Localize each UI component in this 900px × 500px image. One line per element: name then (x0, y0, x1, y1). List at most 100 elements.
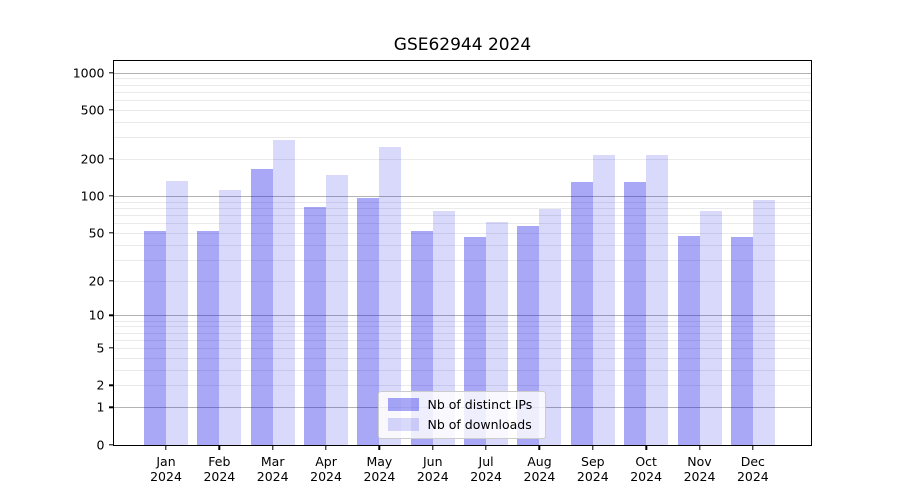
x-tick-label-nov: Nov 2024 (683, 453, 716, 485)
bar-distinct-ips-jan (144, 230, 166, 445)
y-tick-mark (108, 232, 113, 234)
legend-entry-downloads: Nb of downloads (387, 416, 536, 432)
gridline-minor (113, 369, 811, 371)
y-tick-label: 0 (96, 437, 105, 452)
y-tick-label: 5 (96, 340, 105, 356)
chart-title: GSE62944 2024 (393, 35, 532, 55)
gridline-minor (113, 158, 811, 160)
x-tick-mark (485, 445, 487, 450)
gridline-major (113, 315, 811, 317)
bar-downloads-feb (219, 190, 242, 445)
gridline-minor (113, 385, 811, 387)
gridline-minor (113, 280, 811, 282)
y-tick-label: 500 (80, 102, 105, 118)
legend: Nb of distinct IPs Nb of downloads (377, 390, 546, 439)
x-tick-label-aug: Aug 2024 (523, 453, 556, 485)
x-tick-label-may: May 2024 (363, 453, 396, 485)
gridline-major (113, 196, 811, 197)
gridline-minor (113, 207, 811, 209)
bar-downloads-mar (272, 139, 295, 445)
legend-swatch-distinct-ips (387, 397, 419, 411)
y-tick-mark (108, 314, 113, 317)
gridline-minor (113, 326, 811, 328)
y-tick-mark (108, 279, 113, 282)
gridline-minor (113, 357, 811, 359)
y-tick-mark (108, 71, 113, 74)
bar-distinct-ips-oct (624, 182, 647, 445)
legend-entry-distinct-ips: Nb of distinct IPs (387, 396, 536, 412)
bar-distinct-ips-aug (517, 225, 540, 445)
x-tick-mark (432, 445, 434, 450)
gridline-minor (113, 244, 811, 246)
bar-distinct-ips-dec (730, 237, 753, 445)
x-tick-mark (378, 445, 381, 450)
y-tick-label: 10 (88, 307, 105, 323)
bar-downloads-dec (752, 199, 775, 445)
legend-label-distinct-ips: Nb of distinct IPs (427, 396, 533, 412)
gridline-minor (113, 78, 811, 80)
x-tick-mark (271, 445, 274, 450)
bar-distinct-ips-may (357, 197, 380, 445)
gridline-minor (113, 84, 811, 86)
bar-downloads-sep (592, 155, 615, 445)
gridline-minor (113, 214, 811, 216)
x-tick-label-apr: Apr 2024 (310, 453, 342, 485)
y-tick-label: 1000 (72, 65, 105, 80)
x-tick-label-jan: Jan 2024 (150, 453, 182, 485)
gridline-minor (113, 109, 811, 111)
y-tick-mark (108, 384, 113, 387)
y-tick-mark (108, 443, 113, 446)
x-tick-label-dec: Dec 2024 (736, 453, 769, 485)
x-tick-label-feb: Feb 2024 (203, 453, 236, 485)
bar-distinct-ips-nov (677, 236, 700, 445)
y-tick-label: 50 (88, 225, 105, 241)
bar-distinct-ips-sep (570, 182, 593, 445)
x-tick-mark (752, 445, 754, 450)
x-tick-mark (218, 445, 221, 450)
gridline-minor (113, 137, 811, 139)
gridline-minor (113, 99, 811, 101)
bar-downloads-nov (699, 211, 722, 445)
x-tick-mark (538, 445, 541, 450)
gridline-major (113, 72, 811, 74)
gridline-minor (113, 232, 811, 234)
y-tick-mark (108, 406, 113, 408)
bar-distinct-ips-feb (197, 230, 220, 445)
x-tick-mark (165, 445, 167, 450)
legend-swatch-downloads (387, 417, 419, 431)
x-tick-mark (592, 445, 594, 450)
x-tick-label-sep: Sep 2024 (576, 453, 609, 485)
bar-downloads-may (379, 147, 402, 445)
y-tick-label: 20 (88, 273, 105, 289)
bar-downloads-aug (539, 208, 562, 445)
y-tick-label: 1 (96, 399, 105, 415)
gridline-minor (113, 121, 811, 123)
y-tick-label: 100 (80, 188, 105, 204)
bar-downloads-oct (646, 155, 669, 445)
gridline-minor (113, 332, 811, 334)
legend-label-downloads: Nb of downloads (427, 416, 532, 432)
y-tick-label: 2 (96, 377, 105, 393)
bar-distinct-ips-apr (304, 206, 327, 445)
gridline-minor (113, 339, 811, 341)
bar-downloads-jan (166, 181, 188, 445)
y-tick-mark (108, 158, 113, 160)
x-tick-mark (698, 445, 701, 450)
x-tick-label-jul: Jul 2024 (470, 453, 502, 485)
x-tick-label-oct: Oct 2024 (630, 453, 663, 485)
gridline-minor (113, 348, 811, 350)
bar-downloads-apr (326, 175, 349, 445)
gridline-minor (113, 320, 811, 322)
x-tick-mark (325, 445, 327, 450)
x-tick-label-jun: Jun 2024 (416, 453, 449, 485)
y-tick-label: 200 (80, 151, 105, 167)
y-tick-mark (108, 195, 113, 197)
y-tick-mark (108, 109, 113, 111)
x-tick-mark (645, 445, 647, 450)
gridline-minor (113, 223, 811, 225)
x-tick-label-mar: Mar 2024 (256, 453, 289, 485)
gridline-minor (113, 91, 811, 93)
gridline-minor (113, 201, 811, 203)
gridline-minor (113, 259, 811, 261)
